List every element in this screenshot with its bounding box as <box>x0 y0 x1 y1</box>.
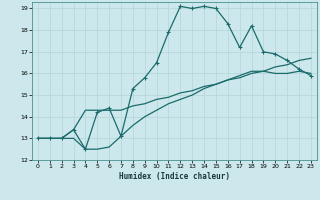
X-axis label: Humidex (Indice chaleur): Humidex (Indice chaleur) <box>119 172 230 181</box>
